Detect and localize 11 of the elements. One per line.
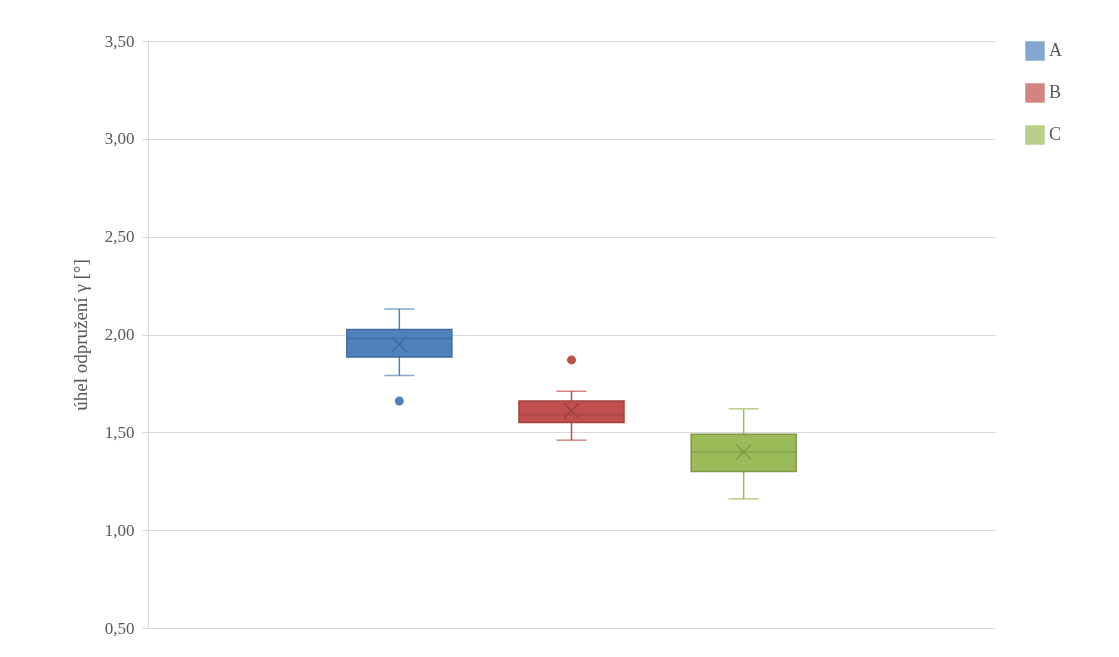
y-axis-title: úhel odpružení γ [°] (69, 259, 91, 411)
y-tick-label: 3,00 (104, 129, 135, 149)
legend-label: A (1049, 40, 1062, 60)
y-tick-label: 2,50 (104, 227, 135, 247)
y-tick-label: 3,50 (104, 31, 135, 51)
legend-label: C (1049, 124, 1062, 144)
y-tick-label: 1,00 (104, 520, 135, 540)
y-tick-label: 1,50 (104, 422, 135, 442)
legend-label: B (1049, 82, 1062, 102)
y-tick-label: 2,00 (104, 325, 135, 344)
y-tick-label: 0,50 (104, 618, 135, 638)
